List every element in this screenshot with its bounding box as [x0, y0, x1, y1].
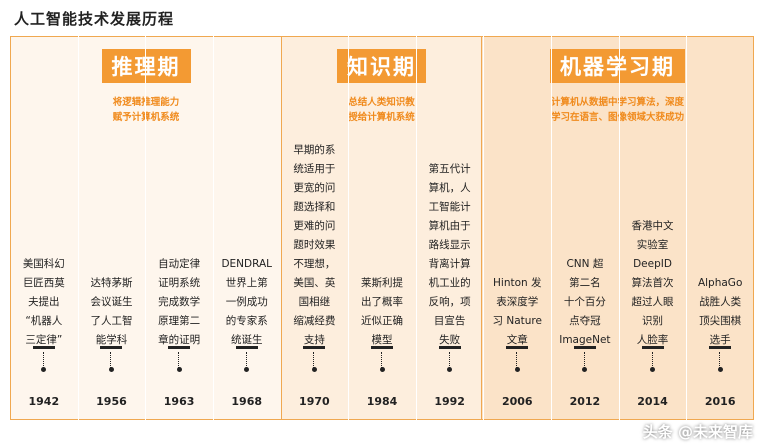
phase-reasoning: 推理期 将逻辑推理能力 赋予计算机系统: [10, 36, 282, 420]
event-description: 自动定律 证明系统 完成数学 原理第二 章的证明: [158, 258, 201, 346]
timeline-event: 自动定律 证明系统 完成数学 原理第二 章的证明 1963: [146, 36, 212, 420]
timeline-event: DENDRAL 世界上第 一例成功 的专家系 统诞生 1968: [214, 36, 280, 420]
column-divider: [551, 36, 552, 420]
phase-title: 机器学习期: [550, 49, 685, 83]
event-description: 香港中文 实验室 DeepID 算法首次 超过人眼 识别 人脸率: [631, 220, 674, 346]
event-description: 早期的系 统适用于 更宽的问 题选择和 更难的问 题时效果 不理想， 美国、英 国相继 缩减经费支…: [293, 144, 336, 346]
page-title: 人工智能技术发展历程: [14, 10, 175, 28]
timeline-marker-icon: [235, 346, 258, 376]
timeline-marker-icon: [32, 346, 55, 376]
timeline-marker-icon: [438, 346, 461, 376]
timeline-marker-icon: [573, 346, 596, 376]
timeline-marker-icon: [100, 346, 123, 376]
event-description: 第五代计 算机，人 工智能计 算机由于 路线显示 背离计算 机工业的 反响，项 目宣告 失败: [428, 163, 471, 346]
column-divider: [213, 36, 214, 420]
event-year: 2006: [501, 395, 533, 408]
event-year: 1963: [163, 395, 195, 408]
event-description: 莱斯利提 出了概率 近似正确 模型: [361, 277, 403, 346]
timeline-marker-icon: [303, 346, 326, 376]
event-description: 美国科幻 巨匠西莫 夫提出 “机器人 三定律”: [22, 258, 65, 346]
event-description: DENDRAL 世界上第 一例成功 的专家系 统诞生: [221, 258, 272, 346]
timeline-event: AlphaGo 战胜人类 顶尖围棋 选手 2016: [687, 36, 753, 420]
phase-title: 知识期: [337, 49, 426, 83]
watermark: 头条 @未来智库: [642, 423, 753, 441]
event-description: 达特茅斯 会议诞生 了人工智 能学科: [90, 277, 133, 346]
event-year: 1992: [434, 395, 465, 408]
column-divider: [686, 36, 687, 420]
column-divider: [619, 36, 620, 420]
event-year: 2016: [704, 395, 736, 408]
timeline-event: 香港中文 实验室 DeepID 算法首次 超过人眼 识别 人脸率 2014: [620, 36, 686, 420]
timeline-event: Hinton 发表深度学习 Nature 文章 2006: [484, 36, 550, 420]
event-year: 2014: [637, 395, 668, 408]
timeline-event: 美国科幻 巨匠西莫 夫提出 “机器人 三定律” 1942: [11, 36, 77, 420]
timeline-event: 莱斯利提 出了概率 近似正确 模型 1984: [349, 36, 415, 420]
timeline: 推理期 将逻辑推理能力 赋予计算机系统 知识期 总结人类知识教 授给计算机系统 …: [10, 36, 754, 420]
timeline-event: 早期的系 统适用于 更宽的问 题选择和 更难的问 题时效果 不理想， 美国、英 国相继 缩减经费支…: [281, 36, 347, 420]
phase-description: 计算机从数据中学习算法，深度 学习在语言、图像领域大获成功: [550, 97, 684, 123]
event-description: Hinton 发表深度学习 Nature 文章: [492, 277, 542, 346]
timeline-event: 达特茅斯 会议诞生 了人工智 能学科 1956: [78, 36, 144, 420]
timeline-marker-icon: [506, 346, 529, 376]
event-description: CNN 超第二名 十个百分 点夺冠 ImageNet: [559, 258, 611, 346]
timeline-event: 第五代计 算机，人 工智能计 算机由于 路线显示 背离计算 机工业的 反响，项 目宣告 失败 199…: [417, 36, 483, 420]
phase-description: 总结人类知识教 授给计算机系统: [348, 97, 415, 123]
event-year: 1968: [231, 395, 263, 408]
phase-machine-learning: 机器学习期 计算机从数据中学习算法，深度 学习在语言、图像领域大获成功: [482, 36, 754, 420]
column-divider: [483, 36, 484, 420]
column-divider: [348, 36, 349, 420]
timeline-event: CNN 超第二名 十个百分 点夺冠 ImageNet 2012: [552, 36, 618, 420]
timeline-marker-icon: [709, 346, 732, 376]
event-year: 1942: [28, 395, 60, 408]
event-year: 1970: [299, 395, 330, 408]
column-divider: [78, 36, 79, 420]
timeline-marker-icon: [168, 346, 191, 376]
event-year: 1984: [366, 395, 398, 408]
column-divider: [145, 36, 146, 420]
column-divider: [416, 36, 417, 420]
event-description: AlphaGo 战胜人类 顶尖围棋 选手: [697, 277, 743, 346]
timeline-marker-icon: [641, 346, 664, 376]
timeline-marker-icon: [371, 346, 393, 376]
event-year: 1956: [96, 395, 127, 408]
event-year: 2012: [569, 395, 601, 408]
